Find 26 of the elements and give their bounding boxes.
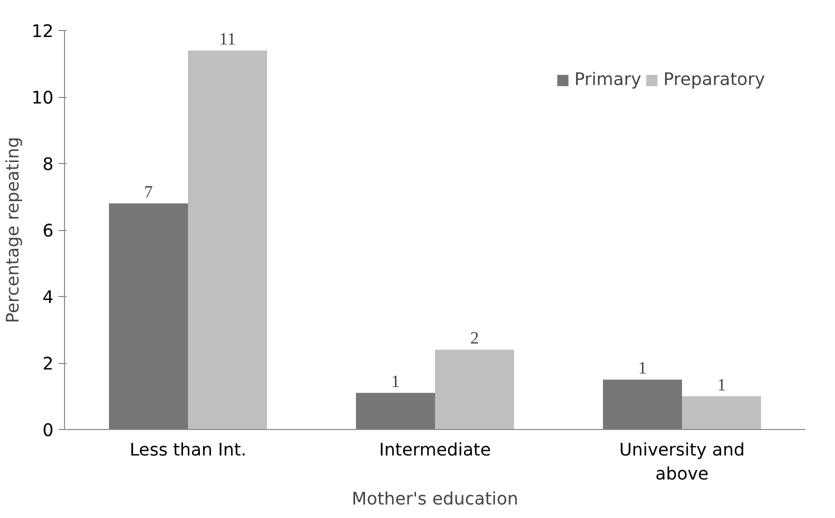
legend-label: Preparatory bbox=[663, 70, 765, 90]
data-label: 1 bbox=[391, 372, 400, 391]
data-label: 11 bbox=[219, 29, 236, 48]
bar bbox=[602, 380, 682, 430]
data-label: 1 bbox=[717, 375, 726, 394]
bar bbox=[356, 392, 435, 430]
y-tick-label: 10 bbox=[31, 88, 54, 108]
x-axis-title: Mother's education bbox=[352, 490, 518, 510]
y-tick-label: 2 bbox=[42, 354, 54, 374]
x-tick-label: University and above bbox=[619, 440, 745, 484]
data-label: 1 bbox=[638, 358, 647, 378]
bar bbox=[682, 396, 762, 430]
bar bbox=[108, 203, 188, 430]
x-tick-label: Intermediate bbox=[379, 440, 491, 460]
legend-label: Primary bbox=[574, 70, 642, 90]
bar bbox=[435, 350, 514, 430]
y-tick-label: 4 bbox=[42, 288, 54, 308]
y-tick-label: 6 bbox=[42, 222, 54, 242]
y-tick-label: 8 bbox=[42, 155, 54, 175]
bar bbox=[188, 50, 268, 430]
y-tick-label: 12 bbox=[31, 22, 54, 42]
y-tick-label: 0 bbox=[42, 421, 54, 441]
data-label: 2 bbox=[470, 328, 479, 348]
y-axis-title: Percentage repeating bbox=[3, 136, 24, 324]
x-tick-label: Less than Int. bbox=[130, 440, 246, 460]
data-label: 7 bbox=[144, 182, 154, 202]
